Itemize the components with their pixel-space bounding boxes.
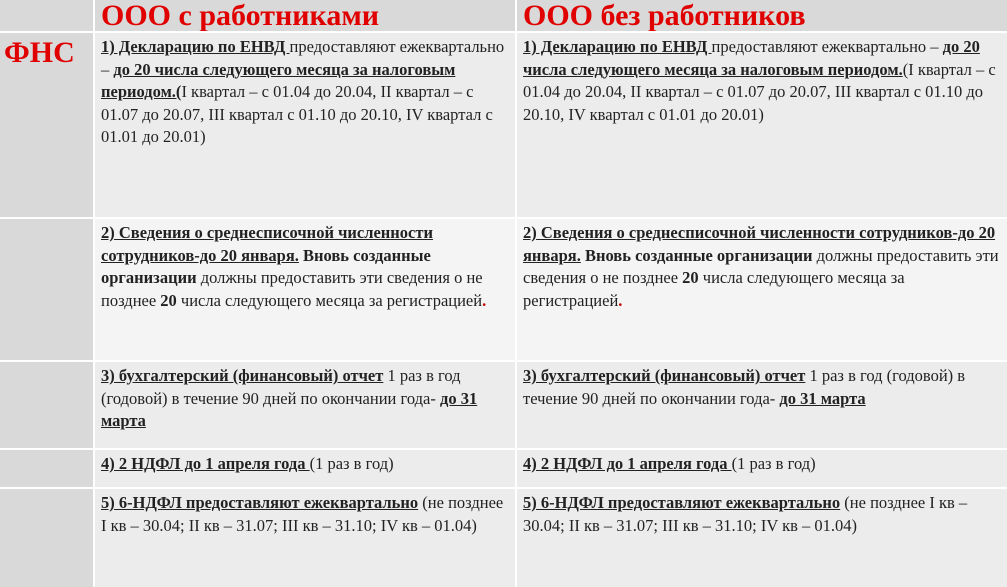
text-segment: 20 <box>160 290 177 310</box>
text-segment: (не позднее I кв – 30.04; II кв – 31.07;… <box>523 493 968 535</box>
text-segment: 2) Сведения о среднесписочной численност… <box>101 223 433 265</box>
text-segment: должны предоставить эти сведения о не по… <box>101 268 483 310</box>
cell-without-employees-item-5: 5) 6-НДФЛ предоставляют ежеквартально (н… <box>517 489 1007 587</box>
text-segment: I квартал – с 01.04 до 20.04, II квартал… <box>101 82 493 146</box>
text-segment: числа следующего месяца за регистрацией <box>176 290 483 310</box>
side-empty-cell <box>0 450 93 487</box>
text-segment: 5) 6-НДФЛ предоставляют ежеквартально <box>101 493 419 512</box>
text-segment: 20 <box>682 268 699 287</box>
text-segment: Вновь созданные организации <box>101 245 431 288</box>
text-segment: числа следующего месяца за регистрацией <box>523 268 905 310</box>
header-with-employees: ООО с работниками <box>95 0 515 31</box>
text-segment: (1 раз в год) <box>309 454 394 473</box>
side-empty-cell <box>0 489 93 587</box>
text-segment: . <box>482 290 487 310</box>
text-segment: (I квартал – с 01.04 до 20.04, II кварта… <box>523 59 996 124</box>
cell-with-employees-item-4: 4) 2 НДФЛ до 1 апреля года (1 раз в год) <box>95 450 515 487</box>
cell-without-employees-item-2: 2) Сведения о среднесписочной численност… <box>517 219 1007 360</box>
cell-with-employees-item-2: 2) Сведения о среднесписочной численност… <box>95 219 515 360</box>
text-segment: . <box>618 290 623 310</box>
cell-without-employees-item-4: 4) 2 НДФЛ до 1 апреля года (1 раз в год) <box>517 450 1007 487</box>
side-empty-cell <box>0 219 93 360</box>
cell-without-employees-item-3: 3) бухгалтерский (финансовый) отчет 1 ра… <box>517 362 1007 448</box>
text-segment: предоставляют ежеквартально – <box>711 37 943 56</box>
text-segment: должны предоставить эти сведения о не по… <box>523 245 999 288</box>
text-segment: (1 раз в год) <box>731 454 816 473</box>
header-without-employees: ООО без работников <box>517 0 1007 31</box>
header-corner <box>0 0 93 31</box>
text-segment: (не позднее I кв – 30.04; II кв – 31.07;… <box>101 493 504 535</box>
cell-with-employees-item-1: 1) Декларацию по ЕНВД предоставляют ежек… <box>95 33 515 217</box>
text-segment: предоставляют ежеквартально – <box>101 37 505 79</box>
text-segment: 1) Декларацию по ЕНВД <box>523 37 712 56</box>
cell-with-employees-item-5: 5) 6-НДФЛ предоставляют ежеквартально (н… <box>95 489 515 587</box>
text-segment: до 31 марта <box>101 388 478 431</box>
side-label-cell: ФНС <box>0 33 93 217</box>
text-segment: 4) 2 НДФЛ до 1 апреля года <box>101 454 310 473</box>
text-segment: до 31 марта <box>779 388 866 408</box>
cell-without-employees-item-1: 1) Декларацию по ЕНВД предоставляют ежек… <box>517 33 1007 217</box>
text-segment: 4) 2 НДФЛ до 1 апреля года <box>523 454 732 473</box>
text-segment: 2) Сведения о среднесписочной численност… <box>523 223 996 265</box>
text-segment: Вновь созданные организации <box>580 245 813 265</box>
text-segment: до 20 числа следующего месяца за налогов… <box>101 59 456 102</box>
side-empty-cell <box>0 362 93 448</box>
text-segment: 3) бухгалтерский (финансовый) отчет <box>523 366 806 385</box>
text-segment: 1 раз в год (годовой) в течение 90 дней … <box>523 366 966 408</box>
text-segment: до 20 числа следующего месяца за налогов… <box>523 37 980 79</box>
text-segment: 3) бухгалтерский (финансовый) отчет <box>101 366 384 385</box>
text-segment: 5) 6-НДФЛ предоставляют ежеквартально <box>523 493 841 512</box>
cell-with-employees-item-3: 3) бухгалтерский (финансовый) отчет 1 ра… <box>95 362 515 448</box>
text-segment: 1) Декларацию по ЕНВД <box>101 37 290 56</box>
text-segment: 1 раз в год (годовой) в течение 90 дней … <box>101 366 461 408</box>
side-label-fns: ФНС <box>4 36 75 69</box>
